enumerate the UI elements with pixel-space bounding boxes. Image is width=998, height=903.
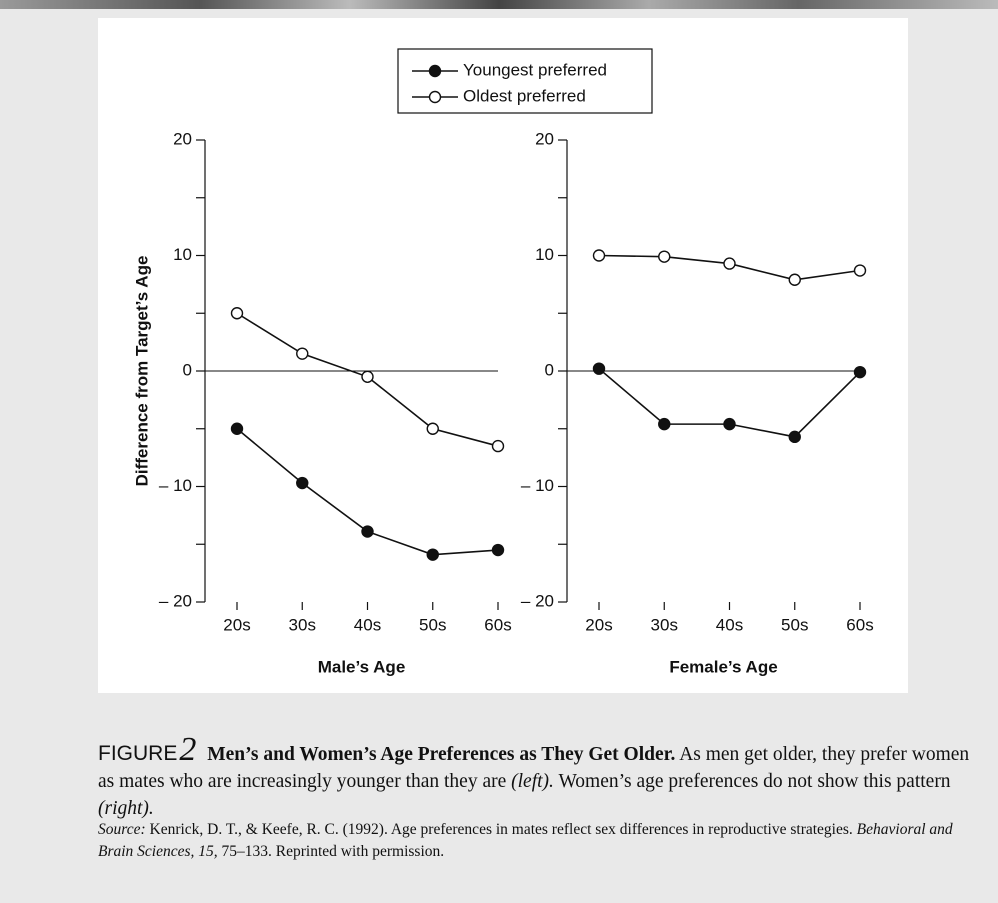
figure-panel bbox=[98, 18, 908, 693]
caption-text: As men get older, they prefer women as m… bbox=[98, 744, 970, 792]
data-point bbox=[592, 362, 606, 375]
legend-marker bbox=[428, 64, 442, 78]
x-tick-label: 40s bbox=[354, 615, 381, 634]
y-axis-label: Difference from Target’s Age bbox=[132, 256, 151, 487]
caption-text: Women’s age preferences do not show this… bbox=[558, 771, 951, 792]
figure-word: FIGURE bbox=[98, 742, 178, 765]
x-tick-label: 60s bbox=[484, 615, 511, 634]
legend-marker bbox=[428, 90, 442, 104]
figure-number: 2 bbox=[179, 731, 197, 768]
source-text: Kenrick, D. T., & Keefe, R. C. (1992). A… bbox=[149, 821, 853, 838]
y-tick-label: 10 bbox=[535, 245, 554, 264]
data-point bbox=[361, 370, 374, 383]
data-point bbox=[230, 307, 244, 320]
data-point bbox=[230, 422, 244, 435]
source: Source: Kenrick, D. T., & Keefe, R. C. (… bbox=[98, 819, 978, 863]
data-point bbox=[361, 525, 374, 538]
x-tick-label: 40s bbox=[716, 615, 743, 634]
header-image bbox=[0, 0, 998, 9]
data-point bbox=[296, 476, 309, 490]
caption-aside: (left). bbox=[511, 771, 554, 792]
y-tick-label: – 10 bbox=[159, 476, 192, 495]
legend-label: Oldest preferred bbox=[463, 86, 586, 105]
data-point bbox=[658, 250, 671, 263]
x-tick-label: 50s bbox=[781, 615, 808, 634]
data-point bbox=[296, 347, 309, 360]
data-point bbox=[426, 422, 439, 435]
x-tick-label: 20s bbox=[223, 615, 250, 634]
x-tick-label: 50s bbox=[419, 615, 446, 634]
source-label: Source: bbox=[98, 821, 146, 838]
x-tick-label: 60s bbox=[846, 615, 873, 634]
y-tick-label: – 20 bbox=[521, 591, 554, 610]
y-tick-label: – 10 bbox=[521, 476, 554, 495]
x-tick-label: 30s bbox=[289, 615, 316, 634]
caption: FIGURE2 Men’s and Women’s Age Preference… bbox=[98, 733, 978, 822]
caption-aside: (right). bbox=[98, 798, 154, 819]
data-point bbox=[853, 365, 867, 379]
legend-label: Youngest preferred bbox=[463, 60, 607, 79]
data-point bbox=[788, 273, 801, 286]
data-point bbox=[592, 249, 606, 262]
data-point bbox=[853, 264, 867, 277]
y-tick-label: – 20 bbox=[159, 591, 192, 610]
y-tick-label: 0 bbox=[545, 360, 554, 379]
data-point bbox=[658, 417, 671, 431]
x-tick-label: 20s bbox=[585, 615, 612, 634]
data-point bbox=[788, 430, 801, 444]
x-axis-label: Male’s Age bbox=[318, 657, 406, 676]
x-axis-label: Female’s Age bbox=[669, 657, 777, 676]
y-tick-label: 20 bbox=[173, 129, 192, 148]
data-point bbox=[723, 417, 736, 431]
x-tick-label: 30s bbox=[651, 615, 678, 634]
data-point bbox=[491, 543, 505, 557]
data-point bbox=[491, 439, 505, 453]
source-text: 75–133. Reprinted with permission. bbox=[221, 843, 445, 860]
y-tick-label: 20 bbox=[535, 129, 554, 148]
source-journal: Behavioral and Brain Sciences, 15, bbox=[98, 821, 953, 860]
data-point bbox=[426, 548, 439, 561]
y-tick-label: 0 bbox=[183, 360, 192, 379]
data-point bbox=[723, 257, 736, 270]
legend-box bbox=[397, 48, 653, 114]
caption-title: Men’s and Women’s Age Preferences as The… bbox=[207, 744, 676, 765]
y-tick-label: 10 bbox=[173, 245, 192, 264]
